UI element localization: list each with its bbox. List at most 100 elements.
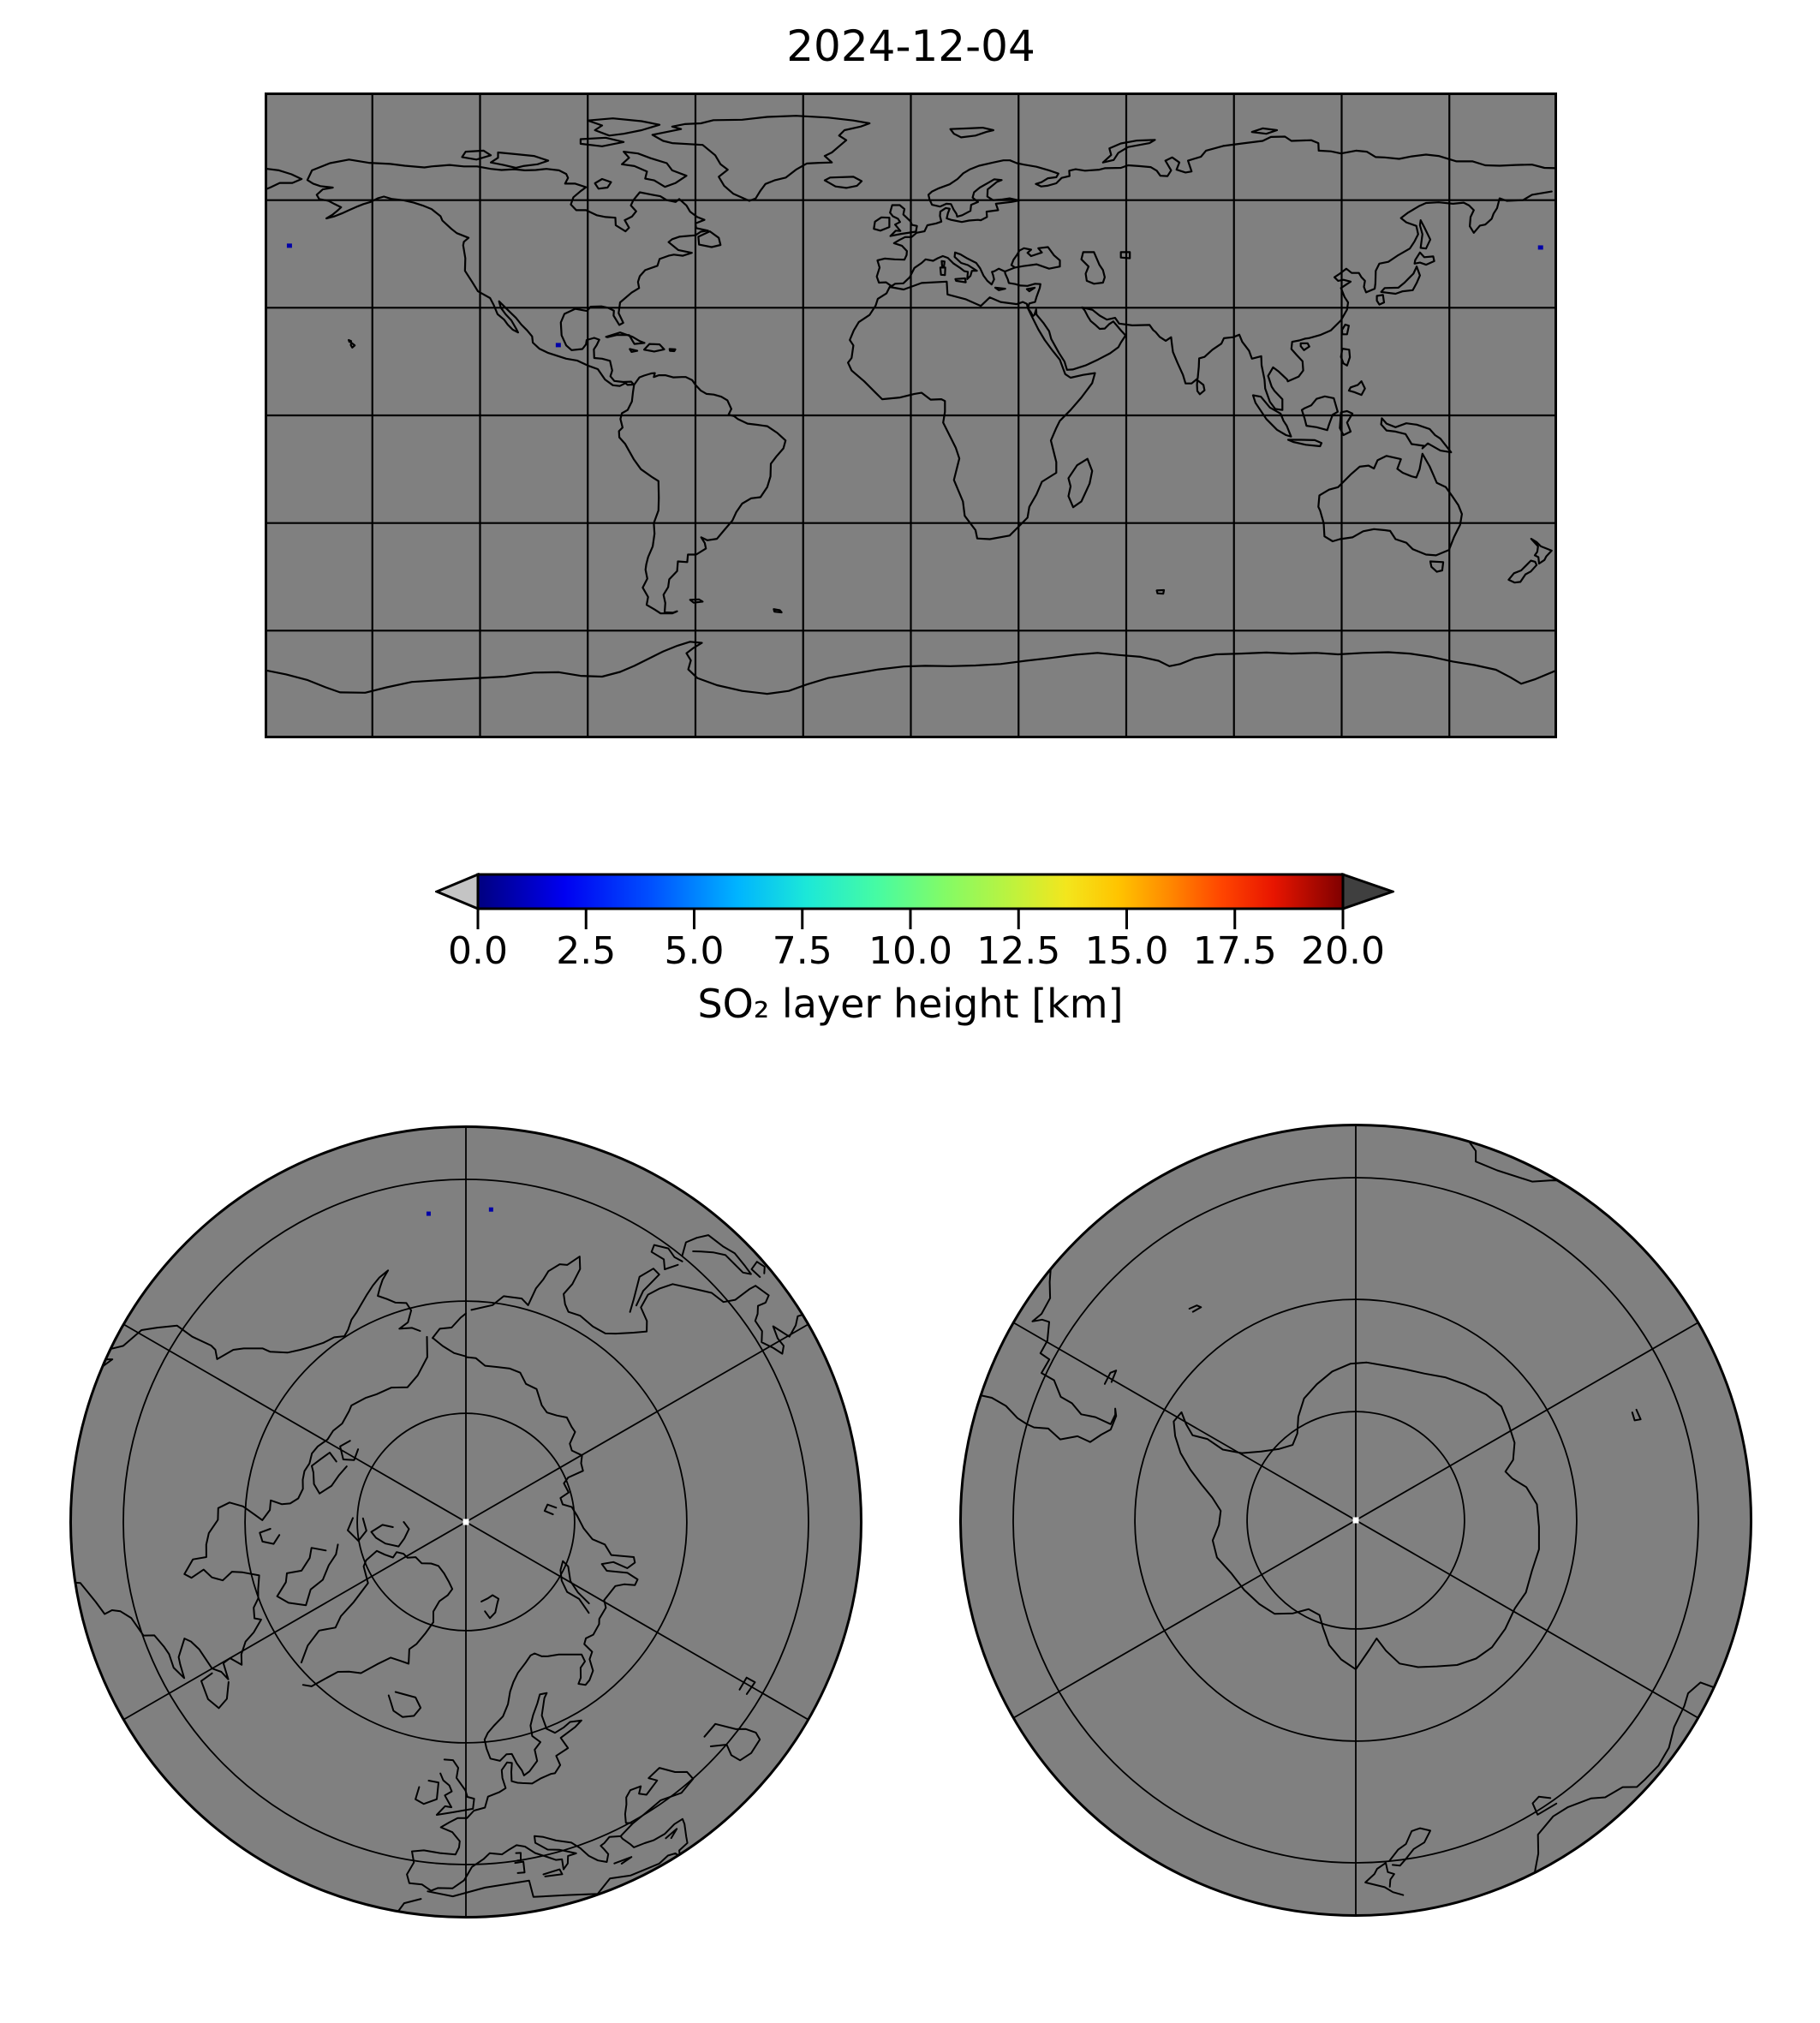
colorbar-tick-label: 12.5 — [976, 929, 1061, 973]
colorbar-tick-label: 15.0 — [1084, 929, 1169, 973]
coastline-south-georgia — [773, 608, 783, 614]
coastline-cyprus — [665, 1828, 678, 1840]
coastline-hawaii-maui — [289, 1128, 297, 1132]
coastline-newfoundland — [697, 230, 722, 248]
coastline-kyushu — [750, 1261, 766, 1278]
coastline-cuba — [605, 331, 646, 345]
coastline-hawaii-big-island — [282, 1126, 292, 1132]
world-map — [265, 92, 1557, 738]
coastline-southampton-island — [259, 1528, 281, 1545]
coastline-kyushu — [1375, 294, 1386, 306]
coastline-new-guinea — [1380, 417, 1453, 454]
coastline-sardinia — [514, 1860, 526, 1874]
coastline-ellesmere-island — [370, 1521, 410, 1548]
coastline-antarctica — [1173, 1361, 1540, 1671]
coastline-sri-lanka — [1196, 379, 1206, 396]
coastline-hawaii-maui — [348, 338, 353, 343]
coastline-south-georgia — [1188, 1304, 1202, 1313]
colorbar-tick-marks — [476, 909, 1345, 929]
coastline-sakhalin — [629, 1268, 660, 1313]
coastline-devon-island — [579, 136, 625, 147]
polar-map-content — [960, 1125, 1751, 1916]
colorbar-tick-label: 2.5 — [556, 929, 617, 973]
coastline-hainan — [1299, 342, 1310, 351]
coastline-sardinia — [939, 266, 946, 277]
coastline-ireland — [873, 216, 891, 232]
coastline-kerguelen — [1631, 1408, 1642, 1422]
coastline-chukotka-east — [265, 167, 303, 191]
coastline-victoria-island — [490, 151, 550, 170]
coastline-puerto-rico — [668, 348, 677, 353]
coastline-cyprus — [1025, 286, 1036, 293]
north-polar-canvas — [69, 1125, 862, 1919]
coastline-australia — [1317, 452, 1463, 557]
coastline-iceland — [387, 1691, 422, 1718]
coastline-great-britain — [889, 204, 918, 237]
coastline-newfoundland — [200, 1672, 230, 1710]
map-border — [265, 92, 1557, 738]
coastline-taiwan — [1340, 323, 1350, 336]
colorbar-tick-labels: 0.0 2.5 5.0 7.5 10.0 12.5 15.0 17.5 20.0 — [435, 930, 1394, 976]
coastline-greenland — [651, 115, 871, 202]
coastline-north-america — [306, 158, 709, 387]
coastline-devon-island — [347, 1517, 367, 1543]
coastline-luzon — [1340, 348, 1352, 367]
pole-marker — [1352, 1517, 1359, 1524]
coastline-falkland-islands — [1103, 1370, 1118, 1385]
coastline-caspian-sea — [1080, 251, 1106, 285]
so2-plume-marker — [488, 1207, 493, 1212]
coastline-svalbard — [949, 127, 994, 139]
coastline-java — [1286, 439, 1323, 448]
coastline-new-zealand-south — [1388, 1827, 1431, 1867]
coastline-southampton-island — [594, 177, 612, 190]
colorbar-tick-label: 0.0 — [448, 929, 508, 973]
coastline-honshu — [681, 1234, 752, 1275]
coastline-severnaya-zemlya — [543, 1503, 558, 1516]
coastline-sicily — [542, 1868, 564, 1877]
coastlines-group — [265, 115, 1557, 695]
coastline-new-zealand-north — [1530, 538, 1553, 565]
pole-marker — [462, 1519, 469, 1525]
coastline-borneo — [1300, 395, 1339, 432]
south-polar-map — [959, 1124, 1752, 1917]
coastline-crete — [613, 1856, 633, 1865]
coastline-sakhalin — [1418, 219, 1432, 250]
colorbar-tick-label: 20.0 — [1301, 929, 1385, 973]
polar-map-border — [69, 1125, 862, 1919]
coastline-south-america — [618, 372, 787, 615]
coastline-tasmania — [1429, 560, 1445, 573]
colorbar — [435, 873, 1394, 929]
colorbar-over-arrow — [1341, 873, 1394, 911]
coastline-aral-sea — [738, 1676, 756, 1695]
coastline-victoria-island — [311, 1452, 348, 1495]
coastline-banks-island — [339, 1440, 360, 1461]
so2-plume-marker — [426, 1211, 431, 1216]
coastline-ellesmere-island — [587, 117, 661, 137]
coastline-luzon — [834, 1287, 847, 1304]
coastline-africa — [847, 280, 1096, 540]
world-map-canvas — [265, 92, 1557, 738]
south-polar-canvas — [959, 1124, 1752, 1917]
coastline-severnaya-zemlya — [1250, 127, 1279, 135]
polar-map-border — [959, 1124, 1752, 1917]
coastline-corsica — [515, 1852, 522, 1862]
so2-data-points — [286, 243, 1543, 348]
coastline-new-zealand-south — [1507, 559, 1538, 584]
coastline-kerguelen — [1155, 588, 1166, 595]
coastline-hispaniola — [643, 343, 665, 353]
coastline-tasmania — [1531, 1795, 1558, 1816]
coastline-hokkaido — [1413, 251, 1435, 266]
coastline-corsica — [940, 260, 946, 268]
so2-plume-marker — [286, 243, 292, 248]
colorbar-tick-label: 17.5 — [1192, 929, 1277, 973]
coastline-great-britain — [435, 1758, 475, 1816]
coastline-iceland — [823, 176, 863, 189]
coastline-novaya-zemlya — [1101, 139, 1156, 164]
coastline-taiwan — [816, 1300, 832, 1313]
page-title: 2024-12-04 — [786, 21, 1035, 71]
coastline-jamaica — [629, 348, 639, 353]
coastline-madagascar — [1067, 457, 1094, 509]
colorbar-axis-label: SO₂ layer height [km] — [697, 981, 1124, 1027]
coastline-new-zealand-north — [1364, 1862, 1405, 1896]
coastline-south-america — [960, 1179, 1118, 1443]
